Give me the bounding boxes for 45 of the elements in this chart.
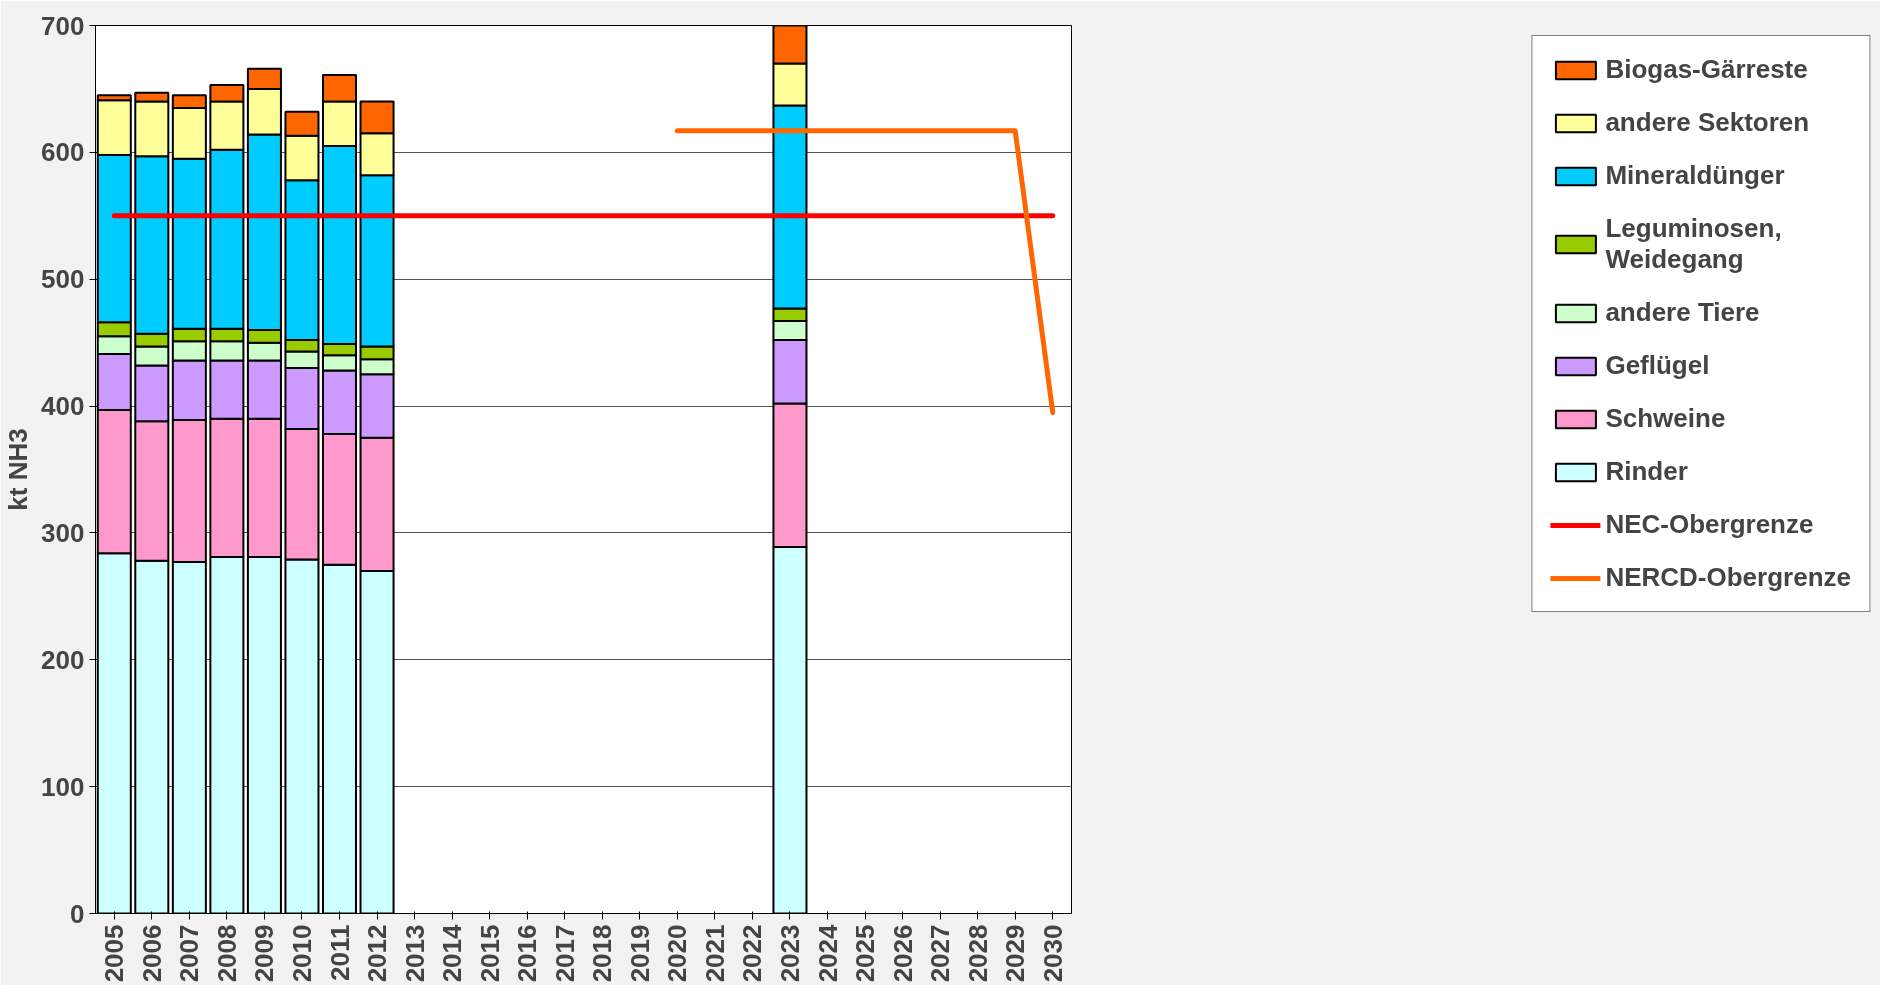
legend-label: andere Sektoren: [1605, 107, 1810, 138]
legend-label: andere Tiere: [1605, 297, 1760, 328]
x-tick-label: 2013: [399, 924, 430, 983]
x-tick-label: 2019: [624, 924, 655, 983]
y-tick-label: 300: [41, 517, 85, 548]
x-tick-label: 2024: [812, 923, 843, 983]
x-tick-label: 2015: [474, 924, 505, 983]
x-tick-label: 2017: [549, 924, 580, 983]
x-tick-label: 2029: [1000, 924, 1031, 983]
x-tick-label: 2026: [887, 924, 918, 983]
x-tick-label: 2030: [1037, 924, 1068, 983]
x-tick-label: 2005: [99, 924, 130, 983]
y-tick-label: 600: [41, 137, 85, 168]
x-tick-label: 2020: [662, 924, 693, 983]
x-tick-label: 2012: [362, 924, 393, 983]
x-tick-label: 2021: [699, 924, 730, 983]
y-tick-label: 400: [41, 391, 85, 422]
legend-label: Leguminosen, Weidegang: [1605, 213, 1782, 275]
x-tick-label: 2025: [850, 924, 881, 983]
x-tick-label: 2006: [136, 924, 167, 983]
x-tick-label: 2010: [286, 924, 317, 983]
legend-label: Schweine: [1605, 403, 1726, 434]
x-tick-label: 2028: [962, 924, 993, 983]
y-tick-label: 0: [70, 898, 85, 929]
x-tick-label: 2009: [249, 924, 280, 983]
x-tick-label: 2011: [324, 924, 355, 981]
y-tick-label: 200: [41, 644, 85, 675]
legend-label: NERCD-Obergrenze: [1605, 562, 1851, 593]
x-tick-label: 2007: [174, 924, 205, 983]
y-tick-label: 700: [41, 10, 85, 41]
x-tick-label: 2027: [925, 924, 956, 983]
y-axis-title: kt NH3: [3, 428, 34, 511]
y-tick-label: 500: [41, 264, 85, 295]
legend-label: Rinder: [1605, 456, 1688, 487]
x-tick-label: 2014: [437, 923, 468, 983]
x-tick-label: 2022: [737, 924, 768, 983]
x-tick-label: 2018: [587, 924, 618, 983]
legend-label: Geflügel: [1605, 350, 1710, 381]
x-tick-label: 2016: [512, 924, 543, 983]
y-tick-label: 100: [41, 771, 85, 802]
legend-label: Biogas-Gärreste: [1605, 54, 1808, 85]
legend-label: Mineraldünger: [1605, 160, 1785, 191]
legend-label: NEC-Obergrenze: [1605, 509, 1814, 540]
x-tick-label: 2008: [211, 924, 242, 983]
x-tick-label: 2023: [774, 924, 805, 983]
